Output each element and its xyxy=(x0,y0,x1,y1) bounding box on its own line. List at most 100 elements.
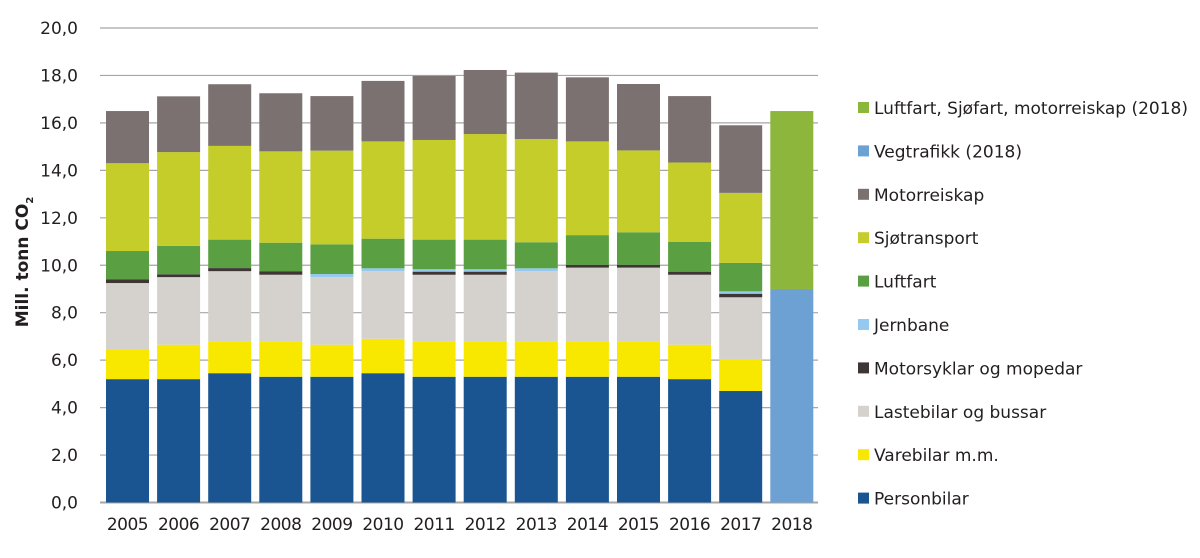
legend-item: Jernbane xyxy=(858,316,949,336)
bar-segment-jernbane-2009 xyxy=(310,274,354,278)
legend-item: Vegtrafikk (2018) xyxy=(858,142,1022,162)
y-tick-label: 10,0 xyxy=(40,256,78,276)
bar-segment-personbilar-2015 xyxy=(617,376,660,503)
bar-segment-motorsyklar-og-mopedar-2011 xyxy=(412,271,456,275)
legend: Luftfart, Sjøfart, motorreiskap (2018) Ve… xyxy=(858,99,1188,510)
legend-label: Luftfart, Sjøfart, motorreiskap (2018) xyxy=(874,99,1188,119)
legend-item: Sjøtransport xyxy=(858,229,979,249)
bar-segment-luftfart-2013 xyxy=(514,242,558,269)
x-tick-label: 2016 xyxy=(669,515,710,535)
bar-segment-luftfart-2016 xyxy=(668,241,712,272)
bar-segment-motorsyklar-og-mopedar-2012 xyxy=(463,271,507,275)
legend-swatch xyxy=(858,319,869,330)
x-tick-label: 2005 xyxy=(107,515,148,535)
bar-segment-jernbane-2010 xyxy=(361,268,405,272)
bar-segment-luftfart-2008 xyxy=(259,242,303,272)
x-tick-label: 2014 xyxy=(567,515,608,535)
bar-segment-personbilar-2014 xyxy=(565,376,609,503)
y-tick-label: 0,0 xyxy=(51,494,78,514)
x-axis-ticks: 2005 2006 2007 2008 2009 2010 2011 2012 2013 2014… xyxy=(107,515,813,535)
bar-stack-2013 xyxy=(514,72,558,503)
bar-segment-varebilar-m-m--2008 xyxy=(259,341,303,377)
bar-segment-sjøtransport-2010 xyxy=(361,141,405,239)
y-tick-label: 18,0 xyxy=(40,66,78,86)
x-tick-label: 2015 xyxy=(618,515,659,535)
legend-item: Motorreiskap xyxy=(858,186,984,206)
bar-segment-varebilar-m-m--2014 xyxy=(565,341,609,377)
bar-segment-motorsyklar-og-mopedar-2016 xyxy=(668,271,712,275)
x-tick-label: 2006 xyxy=(158,515,199,535)
x-tick-label: 2009 xyxy=(311,515,352,535)
bar-segment-varebilar-m-m--2005 xyxy=(106,349,149,380)
bar-segment-motorreiskap-2017 xyxy=(719,125,763,193)
x-tick-label: 2012 xyxy=(465,515,506,535)
legend-swatch xyxy=(858,188,869,200)
legend-swatch xyxy=(858,145,869,157)
bar-segment-luftfart-2006 xyxy=(157,245,201,275)
y-tick-label: 4,0 xyxy=(51,399,78,419)
bar-stack-2005 xyxy=(106,111,149,503)
y-tick-label: 8,0 xyxy=(51,304,78,324)
bar-segment-lastebilar-og-bussar-2010 xyxy=(361,271,405,339)
bar-segment-sjøtransport-2017 xyxy=(719,192,763,263)
bar-segment-varebilar-m-m--2017 xyxy=(719,358,763,391)
bar-segment-sjøtransport-2011 xyxy=(412,139,456,240)
bar-stack-2007 xyxy=(208,84,252,503)
legend-label: Lastebilar og bussar xyxy=(874,403,1046,423)
bar-segment-varebilar-m-m--2007 xyxy=(208,341,252,374)
bar-segment-varebilar-m-m--2009 xyxy=(310,344,354,377)
legend-swatch xyxy=(858,362,869,374)
legend-label: Motorsyklar og mopedar xyxy=(874,359,1082,379)
bar-segment-luftfart-2009 xyxy=(310,244,354,275)
bar-segment-motorreiskap-2011 xyxy=(412,75,456,140)
bar-stack-2011 xyxy=(412,75,456,503)
legend-label: Luftfart xyxy=(874,273,937,293)
bar-stack-2012 xyxy=(463,69,507,503)
bar-segment-lastebilar-og-bussar-2011 xyxy=(412,274,456,342)
bar-segment-luftfart-2005 xyxy=(106,251,149,280)
bar-segment-luftfart-2012 xyxy=(463,239,507,270)
y-axis-label: Mill. tonn CO2 xyxy=(13,197,36,328)
legend-item: Personbilar xyxy=(858,490,969,510)
bar-segment-varebilar-m-m--2006 xyxy=(157,344,201,380)
legend-label: Varebilar m.m. xyxy=(874,446,999,466)
x-tick-label: 2010 xyxy=(362,515,403,535)
x-tick-label: 2011 xyxy=(413,515,454,535)
legend-swatch xyxy=(858,449,869,461)
bar-segment-lastebilar-og-bussar-2016 xyxy=(668,274,712,345)
bar-segment-personbilar-2006 xyxy=(157,379,201,503)
bar-segment-sjøtransport-2009 xyxy=(310,150,354,245)
bar-segment-varebilar-m-m--2013 xyxy=(514,341,558,377)
bar-segment-sjøtransport-2014 xyxy=(565,141,609,236)
y-tick-label: 12,0 xyxy=(40,209,78,229)
bar-stack-2017 xyxy=(719,125,763,503)
bar-segment-motorsyklar-og-mopedar-2007 xyxy=(208,268,252,272)
bar-segment-motorsyklar-og-mopedar-2015 xyxy=(617,264,660,268)
bar-segment-varebilar-m-m--2016 xyxy=(668,344,712,380)
bar-segment-personbilar-2005 xyxy=(106,379,149,503)
bar-segment-motorreiskap-2006 xyxy=(157,96,201,153)
bar-segment-sjøtransport-2016 xyxy=(668,162,712,242)
bar-segment-luftfart-sjøfart-motorreiskap-2018--2018 xyxy=(770,111,814,289)
bar-segment-luftfart-2011 xyxy=(412,239,456,270)
bar-segment-lastebilar-og-bussar-2015 xyxy=(617,267,660,342)
bar-stack-2006 xyxy=(157,96,201,503)
bar-segment-motorreiskap-2005 xyxy=(106,111,149,164)
x-tick-label: 2018 xyxy=(771,515,812,535)
bar-segment-varebilar-m-m--2011 xyxy=(412,341,456,377)
bars xyxy=(106,69,814,503)
legend-swatch xyxy=(858,492,869,504)
bar-segment-jernbane-2012 xyxy=(463,269,507,272)
legend-swatch xyxy=(858,405,869,417)
bar-segment-lastebilar-og-bussar-2017 xyxy=(719,297,763,359)
bar-segment-luftfart-2007 xyxy=(208,239,252,269)
legend-swatch xyxy=(858,275,869,287)
bar-segment-lastebilar-og-bussar-2006 xyxy=(157,277,201,345)
bar-segment-motorreiskap-2014 xyxy=(565,77,609,142)
legend-label: Motorreiskap xyxy=(874,186,984,206)
bar-segment-jernbane-2013 xyxy=(514,268,558,272)
legend-label: Jernbane xyxy=(873,316,949,336)
x-tick-label: 2007 xyxy=(209,515,250,535)
bar-stack-2018 xyxy=(770,111,814,503)
